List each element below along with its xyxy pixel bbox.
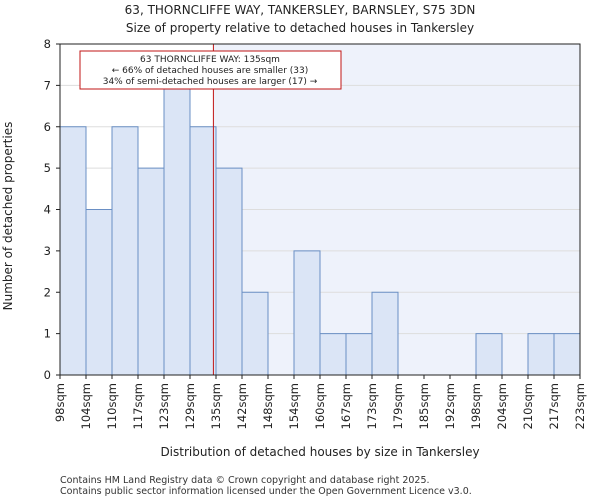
bar-217sqm — [553, 333, 581, 376]
x-tick-label: 110sqm — [105, 383, 119, 429]
y-ticks: 0 1 2 3 4 5 6 7 8 — [44, 37, 60, 382]
y-tick-label: 3 — [44, 244, 51, 258]
annotation-box: 63 THORNCLIFFE WAY: 135sqm ← 66% of deta… — [79, 50, 342, 90]
x-tick-label: 98sqm — [53, 383, 67, 422]
x-tick-label: 198sqm — [469, 383, 483, 429]
bar-198sqm — [475, 333, 503, 376]
annotation-line2: ← 66% of detached houses are smaller (33… — [112, 66, 309, 76]
bars — [59, 84, 581, 376]
bar-104sqm — [85, 209, 113, 376]
x-tick-label: 148sqm — [261, 383, 275, 429]
y-tick-label: 2 — [44, 285, 51, 299]
x-tick-label: 167sqm — [339, 383, 353, 429]
bar-129sqm — [189, 126, 217, 376]
bar-167sqm — [345, 333, 373, 376]
x-tick-label: 223sqm — [573, 383, 587, 429]
y-tick-label: 6 — [44, 120, 51, 134]
x-tick-label: 154sqm — [287, 383, 301, 429]
bar-173sqm — [371, 291, 399, 376]
x-tick-label: 123sqm — [157, 383, 171, 429]
footer-line2: Contains public sector information licen… — [60, 486, 472, 497]
annotation-frame — [79, 50, 342, 90]
y-tick-label: 1 — [44, 327, 51, 341]
bar-98sqm — [59, 126, 87, 376]
y-tick-label: 7 — [44, 78, 51, 92]
x-tick-label: 192sqm — [443, 383, 457, 429]
y-tick-label: 8 — [44, 37, 51, 51]
y-tick-label: 0 — [44, 368, 51, 382]
x-tick-label: 142sqm — [235, 383, 249, 429]
x-tick-label: 185sqm — [417, 383, 431, 429]
x-tick-label: 104sqm — [79, 383, 93, 429]
y-axis-label: Number of detached properties — [1, 122, 15, 311]
x-tick-label: 217sqm — [547, 383, 561, 429]
bar-142sqm — [241, 291, 269, 376]
y-tick-label: 5 — [44, 161, 51, 175]
y-tick-label: 4 — [44, 203, 51, 217]
x-ticks: 98sqm 104sqm 110sqm 117sqm 123sqm 129sqm 135sq… — [53, 375, 587, 429]
bar-110sqm — [111, 126, 139, 376]
x-tick-label: 204sqm — [495, 383, 509, 429]
bar-160sqm — [319, 333, 347, 376]
bar-135sqm — [215, 167, 243, 376]
x-tick-label: 210sqm — [521, 383, 535, 429]
bar-123sqm — [163, 84, 191, 376]
x-tick-label: 117sqm — [131, 383, 145, 429]
x-tick-label: 160sqm — [313, 383, 327, 429]
bar-154sqm — [293, 250, 321, 376]
bar-117sqm — [137, 167, 165, 376]
plot-frame — [59, 43, 581, 376]
annotation-line3: 34% of semi-detached houses are larger (… — [103, 77, 318, 87]
x-tick-label: 173sqm — [365, 383, 379, 429]
chart-title: 63, THORNCLIFFE WAY, TANKERSLEY, BARNSLE… — [125, 3, 476, 17]
footer-line1: Contains HM Land Registry data © Crown c… — [60, 475, 430, 486]
x-axis-label: Distribution of detached houses by size … — [160, 445, 479, 459]
annotation-line1: 63 THORNCLIFFE WAY: 135sqm — [140, 55, 280, 65]
bar-210sqm — [527, 333, 555, 376]
x-tick-label: 179sqm — [391, 383, 405, 429]
chart-subtitle: Size of property relative to detached ho… — [126, 21, 474, 35]
x-tick-label: 135sqm — [209, 383, 223, 429]
x-tick-label: 129sqm — [183, 383, 197, 429]
